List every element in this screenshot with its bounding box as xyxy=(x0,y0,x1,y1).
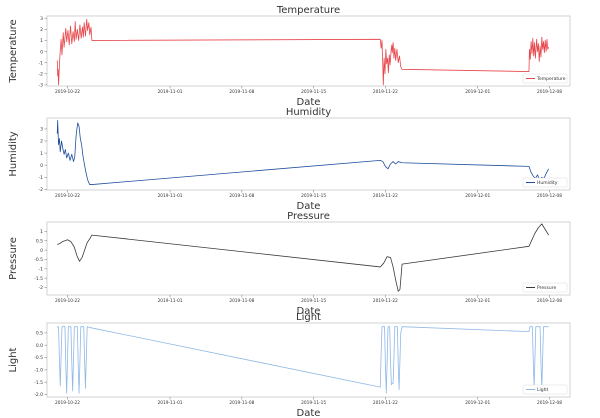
y-tick-label: -2 xyxy=(39,187,44,193)
x-tick-label: 2019-11-15 xyxy=(301,193,326,199)
y-tick-label: 1 xyxy=(40,151,43,157)
chart-title: Light xyxy=(296,312,321,323)
legend-box xyxy=(522,177,568,188)
y-tick-label: 3 xyxy=(40,16,43,22)
chart-panel-2: Humidity Humidity Date -2 -1 0 1 2 3 2019-10-22 20… xyxy=(8,107,571,212)
legend-label: Humidity xyxy=(537,180,558,186)
x-axis-label: Date xyxy=(297,306,321,317)
y-tick-label: -1 xyxy=(39,175,44,181)
y-tick-label: 0 xyxy=(40,49,43,55)
plot-frame xyxy=(46,15,571,87)
x-axis-label: Date xyxy=(297,201,321,212)
y-tick-label: -2 xyxy=(39,71,44,77)
x-tick-label: 2019-11-08 xyxy=(229,298,254,304)
y-axis-label: Light xyxy=(8,347,19,372)
chart-panel-1: Temperature Temperature Date -3 -2 -1 0 1 2 3 2019… xyxy=(8,5,571,108)
x-tick-label: 2019-12-08 xyxy=(537,400,562,406)
x-tick-label: 2019-12-01 xyxy=(465,89,490,95)
x-tick-label: 2019-12-01 xyxy=(465,193,490,199)
x-tick-label: 2019-11-22 xyxy=(373,400,398,406)
x-tick-label: 2019-12-01 xyxy=(465,298,490,304)
legend: Light xyxy=(522,384,568,395)
x-tick-label: 2019-11-22 xyxy=(373,89,398,95)
series-line-pressure xyxy=(57,223,549,292)
y-tick-label: 1 xyxy=(40,38,43,44)
x-tick-label: 2019-10-22 xyxy=(55,193,80,199)
chart-panel-3: Pressure Pressure Date -2 -1.5 -1 -0.5 0 0.5 1 201… xyxy=(8,211,571,317)
chart-title: Pressure xyxy=(287,211,330,222)
y-tick-label: 0 xyxy=(40,248,43,254)
x-tick-label: 2019-11-22 xyxy=(373,193,398,199)
y-tick-label: 1 xyxy=(40,229,43,235)
x-tick-label: 2019-11-08 xyxy=(229,400,254,406)
x-tick-label: 2019-12-08 xyxy=(537,193,562,199)
chart-title: Temperature xyxy=(276,5,340,16)
chart-title: Humidity xyxy=(286,107,331,118)
x-tick-label: 2019-11-01 xyxy=(158,400,183,406)
x-tick-label: 2019-11-01 xyxy=(158,298,183,304)
legend: Humidity xyxy=(522,177,568,188)
y-tick-label: 0.5 xyxy=(36,238,43,244)
x-tick-label: 2019-12-08 xyxy=(537,89,562,95)
y-tick-label: -1.5 xyxy=(34,276,43,282)
legend-box xyxy=(522,73,568,84)
legend: Temperature xyxy=(522,73,568,84)
series-line-humidity xyxy=(56,120,549,185)
y-tick-label: 0.0 xyxy=(36,343,43,349)
x-tick-label: 2019-11-08 xyxy=(229,193,254,199)
y-tick-label: 2 xyxy=(40,27,43,33)
x-axis-label: Date xyxy=(297,408,321,418)
legend-box xyxy=(522,384,568,395)
x-tick-label: 2019-11-22 xyxy=(373,298,398,304)
y-tick-label: 0.5 xyxy=(36,331,43,337)
legend-label: Pressure xyxy=(537,285,556,291)
x-tick-label: 2019-12-01 xyxy=(465,400,490,406)
x-tick-label: 2019-11-01 xyxy=(158,89,183,95)
x-tick-label: 2019-10-22 xyxy=(55,298,80,304)
x-tick-label: 2019-11-15 xyxy=(301,89,326,95)
y-tick-label: -0.5 xyxy=(34,355,43,361)
plot-frame xyxy=(46,322,571,398)
y-tick-label: -1.0 xyxy=(34,368,43,374)
plot-frame xyxy=(46,221,571,296)
legend-label: Temperature xyxy=(536,76,566,82)
y-axis-label: Temperature xyxy=(8,19,19,83)
legend: Pressure xyxy=(522,282,568,293)
x-tick-label: 2019-10-22 xyxy=(55,400,80,406)
x-tick-label: 2019-11-08 xyxy=(229,89,254,95)
y-tick-label: 0 xyxy=(40,163,43,169)
y-tick-label: -0.5 xyxy=(34,257,43,263)
legend-box xyxy=(522,282,568,293)
y-tick-label: -3 xyxy=(39,83,44,89)
legend-label: Light xyxy=(537,387,548,393)
y-tick-label: -1 xyxy=(39,60,44,66)
x-tick-label: 2019-11-15 xyxy=(301,298,326,304)
y-axis-label: Pressure xyxy=(8,237,19,280)
series-line-temperature xyxy=(56,18,550,86)
y-tick-label: -2 xyxy=(39,285,44,291)
series-line-light xyxy=(57,326,549,394)
plot-frame xyxy=(46,117,571,191)
y-tick-label: 3 xyxy=(40,127,43,133)
y-tick-label: -1 xyxy=(39,266,44,272)
x-tick-label: 2019-11-01 xyxy=(158,193,183,199)
x-tick-label: 2019-12-08 xyxy=(537,298,562,304)
x-tick-label: 2019-10-22 xyxy=(55,89,80,95)
x-tick-label: 2019-11-15 xyxy=(301,400,326,406)
y-tick-label: -2.0 xyxy=(34,392,43,398)
y-axis-label: Humidity xyxy=(8,131,19,176)
chart-panel-4: Light Light Date -2.0 -1.5 -1.0 -0.5 0.0 0.5 2019… xyxy=(8,312,571,418)
y-tick-label: 2 xyxy=(40,139,43,145)
y-tick-label: -1.5 xyxy=(34,380,43,386)
x-axis-label: Date xyxy=(297,97,321,108)
